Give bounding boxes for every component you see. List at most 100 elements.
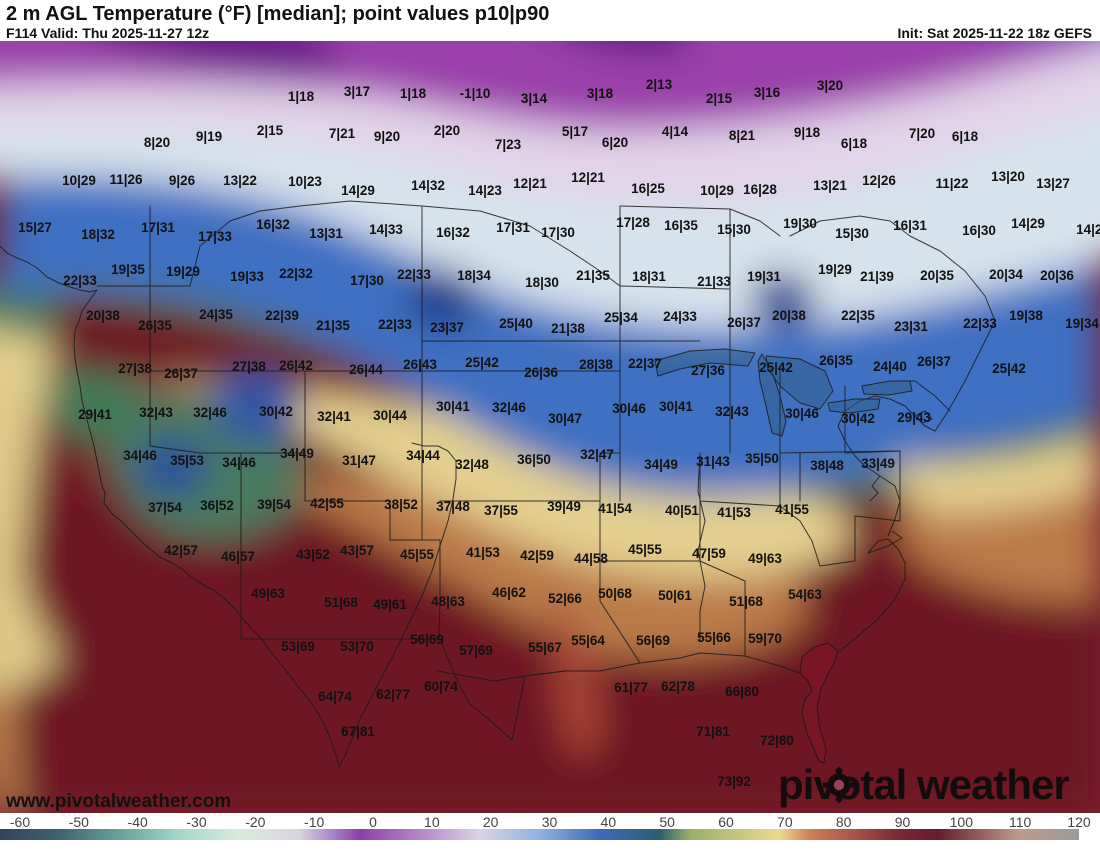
svg-text:21|33: 21|33 <box>697 274 731 289</box>
svg-text:14|25: 14|25 <box>1076 222 1100 237</box>
svg-text:21|35: 21|35 <box>316 318 350 333</box>
svg-text:pivotal weather: pivotal weather <box>778 761 1069 808</box>
svg-text:18|34: 18|34 <box>457 268 491 283</box>
svg-text:27|38: 27|38 <box>118 361 152 376</box>
svg-text:16|25: 16|25 <box>631 181 665 196</box>
svg-text:26|42: 26|42 <box>279 358 313 373</box>
svg-text:25|42: 25|42 <box>465 355 499 370</box>
svg-text:29|41: 29|41 <box>78 407 112 422</box>
svg-text:44|58: 44|58 <box>574 551 608 566</box>
svg-text:32|46: 32|46 <box>193 405 227 420</box>
svg-text:3|16: 3|16 <box>754 85 781 100</box>
svg-text:16|30: 16|30 <box>962 223 996 238</box>
svg-text:72|80: 72|80 <box>760 733 794 748</box>
svg-text:71|81: 71|81 <box>696 724 730 739</box>
svg-text:66|80: 66|80 <box>725 684 759 699</box>
svg-text:48|63: 48|63 <box>431 594 465 609</box>
svg-text:32|46: 32|46 <box>492 400 526 415</box>
svg-text:7|21: 7|21 <box>329 126 356 141</box>
svg-text:56|69: 56|69 <box>410 632 444 647</box>
svg-text:46|62: 46|62 <box>492 585 526 600</box>
svg-text:23|37: 23|37 <box>430 320 464 335</box>
svg-text:www.pivotalweather.com: www.pivotalweather.com <box>5 791 231 812</box>
svg-text:49|63: 49|63 <box>748 551 782 566</box>
svg-text:30|46: 30|46 <box>612 401 646 416</box>
svg-text:20|36: 20|36 <box>1040 268 1074 283</box>
svg-text:34|46: 34|46 <box>222 455 256 470</box>
svg-text:10|29: 10|29 <box>700 183 734 198</box>
svg-text:23|31: 23|31 <box>894 319 928 334</box>
svg-text:26|35: 26|35 <box>138 318 172 333</box>
svg-text:56|69: 56|69 <box>636 633 670 648</box>
svg-text:10|29: 10|29 <box>62 173 96 188</box>
svg-text:14|23: 14|23 <box>468 183 502 198</box>
svg-text:17|30: 17|30 <box>350 273 384 288</box>
svg-text:22|33: 22|33 <box>63 273 97 288</box>
svg-text:25|34: 25|34 <box>604 310 638 325</box>
svg-text:19|33: 19|33 <box>230 269 264 284</box>
svg-text:62|78: 62|78 <box>661 679 695 694</box>
svg-text:12|21: 12|21 <box>571 170 605 185</box>
svg-text:15|30: 15|30 <box>835 226 869 241</box>
svg-text:16|32: 16|32 <box>436 225 470 240</box>
svg-text:26|37: 26|37 <box>164 366 198 381</box>
svg-text:34|49: 34|49 <box>644 457 678 472</box>
svg-text:14|29: 14|29 <box>1011 216 1045 231</box>
svg-text:37|54: 37|54 <box>148 500 182 515</box>
svg-text:16|32: 16|32 <box>256 217 290 232</box>
svg-text:24|40: 24|40 <box>873 359 907 374</box>
svg-text:28|38: 28|38 <box>579 357 613 372</box>
svg-text:36|50: 36|50 <box>517 452 551 467</box>
svg-text:20|34: 20|34 <box>989 267 1023 282</box>
svg-text:24|35: 24|35 <box>199 307 233 322</box>
svg-text:53|69: 53|69 <box>281 639 315 654</box>
svg-text:22|35: 22|35 <box>841 308 875 323</box>
svg-text:25|42: 25|42 <box>992 361 1026 376</box>
svg-text:18|30: 18|30 <box>525 275 559 290</box>
svg-text:21|39: 21|39 <box>860 269 894 284</box>
svg-text:26|36: 26|36 <box>524 365 558 380</box>
svg-text:16|31: 16|31 <box>893 218 927 233</box>
svg-text:9|18: 9|18 <box>794 125 821 140</box>
svg-text:41|53: 41|53 <box>717 505 751 520</box>
svg-text:26|37: 26|37 <box>727 315 761 330</box>
svg-text:39|49: 39|49 <box>547 499 581 514</box>
svg-text:5|17: 5|17 <box>562 124 588 139</box>
svg-text:3|14: 3|14 <box>521 91 548 106</box>
svg-text:45|55: 45|55 <box>628 542 662 557</box>
svg-text:14|29: 14|29 <box>341 183 375 198</box>
svg-text:43|57: 43|57 <box>340 543 374 558</box>
svg-text:25|40: 25|40 <box>499 316 533 331</box>
svg-text:26|44: 26|44 <box>349 362 383 377</box>
svg-text:16|28: 16|28 <box>743 182 777 197</box>
svg-text:30|42: 30|42 <box>259 404 293 419</box>
svg-text:14|33: 14|33 <box>369 222 403 237</box>
svg-text:22|33: 22|33 <box>397 267 431 282</box>
svg-text:13|21: 13|21 <box>813 178 847 193</box>
svg-text:33|49: 33|49 <box>861 456 895 471</box>
svg-text:31|43: 31|43 <box>696 454 730 469</box>
svg-text:19|31: 19|31 <box>747 269 781 284</box>
svg-text:37|48: 37|48 <box>436 499 470 514</box>
svg-text:34|46: 34|46 <box>123 448 157 463</box>
svg-text:59|70: 59|70 <box>748 631 782 646</box>
svg-text:49|61: 49|61 <box>373 597 407 612</box>
svg-text:6|20: 6|20 <box>602 135 628 150</box>
svg-text:4|14: 4|14 <box>662 124 689 139</box>
svg-text:34|44: 34|44 <box>406 448 440 463</box>
svg-text:8|20: 8|20 <box>144 135 170 150</box>
svg-text:22|32: 22|32 <box>279 266 313 281</box>
svg-text:37|55: 37|55 <box>484 503 518 518</box>
svg-text:17|28: 17|28 <box>616 215 650 230</box>
svg-text:41|55: 41|55 <box>775 502 809 517</box>
svg-text:9|19: 9|19 <box>196 129 222 144</box>
svg-text:12|26: 12|26 <box>862 173 896 188</box>
svg-text:19|35: 19|35 <box>111 262 145 277</box>
svg-text:29|43: 29|43 <box>897 410 931 425</box>
svg-text:24|33: 24|33 <box>663 309 697 324</box>
svg-text:11|26: 11|26 <box>109 172 143 187</box>
svg-text:2|15: 2|15 <box>706 91 733 106</box>
svg-text:26|35: 26|35 <box>819 353 853 368</box>
svg-text:17|33: 17|33 <box>198 229 232 244</box>
svg-text:45|55: 45|55 <box>400 547 434 562</box>
